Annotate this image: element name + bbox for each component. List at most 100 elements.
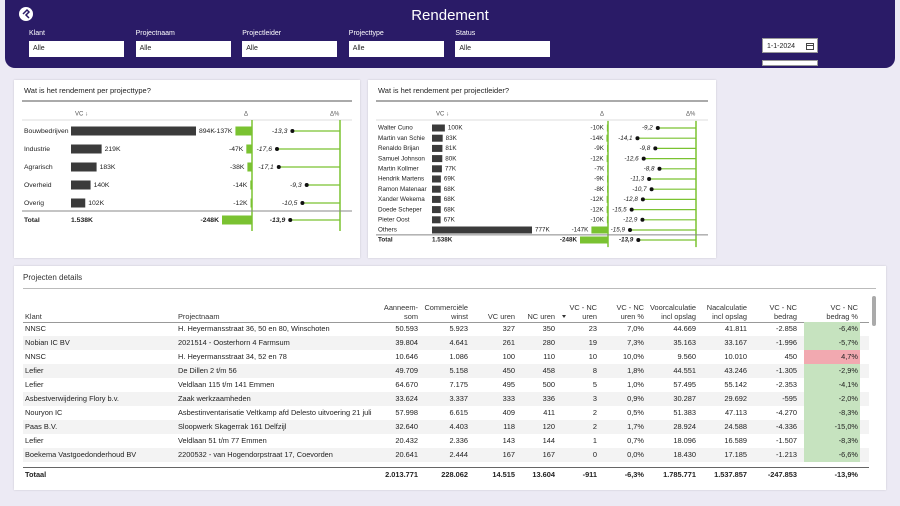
table-cell: -4.336: [776, 422, 797, 431]
filter-dropdown[interactable]: Alle: [135, 41, 231, 57]
delta-label: -38K: [230, 164, 245, 171]
row-name: Xander Wekema: [378, 196, 425, 203]
vc-bar: [71, 198, 86, 208]
table-card: Projecten details Klant Projectnaam Aannee…: [14, 266, 886, 490]
vc-bar: [432, 216, 441, 224]
table-cell: 35.163: [673, 338, 696, 347]
vc-bar: [432, 155, 443, 163]
filter-dropdown[interactable]: Alle: [242, 41, 338, 57]
column-header: VC - NC bedrag: [769, 303, 797, 321]
vc-bar: [432, 226, 532, 234]
table-cell: 411: [543, 408, 555, 417]
table-cell: Paas B.V.: [25, 422, 58, 431]
row-name: Agrarisch: [24, 164, 53, 171]
filter-dropdown[interactable]: Alle: [348, 41, 444, 57]
column-header: Δ: [600, 112, 604, 118]
vc-label: 100K: [448, 125, 464, 132]
vc-bar: [71, 162, 97, 172]
table-cell: 144: [542, 436, 555, 445]
table-cell: 19: [588, 338, 597, 347]
pct-dot: [640, 197, 645, 202]
table-cell: 167: [502, 450, 515, 459]
table-cell: 33.167: [724, 338, 747, 347]
delta-label: -7K: [594, 165, 605, 172]
pct-dot: [629, 207, 634, 212]
delta-bar: [606, 124, 608, 132]
pct-dot: [275, 147, 279, 151]
pct-label: -12,9: [623, 216, 638, 223]
table-cell: 24.588: [724, 422, 747, 431]
table-cell: 32.640: [395, 422, 418, 431]
vc-bar: [432, 144, 443, 152]
pct-dot: [649, 187, 654, 192]
pct-label: -9,3: [290, 182, 302, 189]
delta-label: -248K: [560, 237, 578, 244]
table-cell: -595: [782, 394, 797, 403]
filter-dropdown[interactable]: Alle: [29, 41, 124, 57]
table-cell: NNSC: [25, 352, 46, 361]
vc-label: 102K: [88, 200, 104, 207]
column-header: Klant: [25, 312, 42, 321]
column-header: Nacalculatie incl opslag: [706, 303, 747, 321]
row-stripe: [23, 336, 869, 350]
total-cell: -247.853: [767, 470, 797, 479]
table-cell: 44.669: [673, 324, 696, 333]
date-input-2[interactable]: [762, 60, 818, 66]
scrollbar[interactable]: [872, 296, 876, 326]
row-name: Ramon Matenaar: [378, 186, 427, 193]
pct-label: -12,6: [624, 155, 639, 162]
delta-label: -147K: [572, 227, 590, 234]
table-cell: 110: [543, 352, 555, 361]
column-header: Voorcalculatie incl opslag: [649, 303, 696, 321]
vc-label: 77K: [445, 165, 457, 172]
table-cell: 1,8%: [627, 366, 644, 375]
row-name: Overheid: [24, 182, 52, 189]
table-cell: 336: [542, 394, 555, 403]
date-input[interactable]: 1-1-2024: [762, 38, 818, 53]
table-cell: 0,0%: [627, 450, 644, 459]
pct-label: -9,8: [639, 145, 650, 152]
pct-label: -15,5: [612, 206, 627, 213]
table-cell: 1,0%: [627, 380, 644, 389]
header-bar: Rendement 1-1-2024 Klant Alle Projectnaam A…: [5, 0, 895, 68]
delta-bar: [606, 134, 608, 142]
table-cell: 2.336: [449, 436, 469, 445]
vc-label: 81K: [445, 145, 457, 152]
total-cell: -6,3%: [624, 470, 644, 479]
table-cell: 5: [592, 380, 597, 389]
filter-dropdown[interactable]: Alle: [455, 41, 551, 57]
table-cell: Veldlaan 51 t/m 77 Emmen: [178, 436, 267, 445]
vc-label: 67K: [444, 216, 456, 223]
pct-label: -17,1: [258, 164, 274, 171]
table-cell: -15,0%: [804, 420, 860, 434]
table-cell: De Dillen 2 t/m 56: [178, 366, 237, 375]
table-cell: -4.270: [776, 408, 797, 417]
row-name: Martin Kollmer: [378, 165, 419, 172]
table-cell: 6.615: [449, 408, 469, 417]
delta-bar: [250, 198, 252, 208]
row-name: Total: [378, 237, 393, 244]
type-card: Wat is het rendement per projecttype? VC …: [14, 80, 360, 258]
pct-dot: [655, 126, 660, 130]
table-cell: 30.287: [673, 394, 696, 403]
table-cell: 18.096: [673, 436, 696, 445]
filter-label: Status: [455, 30, 476, 37]
table-cell: 450: [784, 352, 797, 361]
table-cell: 49.709: [395, 366, 418, 375]
chart-title: Wat is het rendement per projectleider?: [378, 86, 509, 95]
vc-label: 68K: [444, 196, 456, 203]
table-cell: 29.692: [724, 394, 747, 403]
filter-value: Alle: [352, 45, 365, 52]
pct-label: -9,2: [642, 125, 653, 132]
row-name: Walter Cuno: [378, 125, 413, 132]
pct-dot: [657, 166, 662, 171]
pct-dot: [628, 228, 632, 232]
vc-bar: [432, 165, 442, 173]
column-header: VC - NC uren %: [616, 303, 644, 321]
total-cell: 14.515: [492, 470, 515, 479]
delta-label: -8K: [594, 186, 605, 193]
pct-label: -10,7: [632, 186, 647, 193]
total-cell: -911: [582, 470, 597, 479]
table-cell: 5.158: [449, 366, 469, 375]
table-cell: 10.010: [724, 352, 747, 361]
